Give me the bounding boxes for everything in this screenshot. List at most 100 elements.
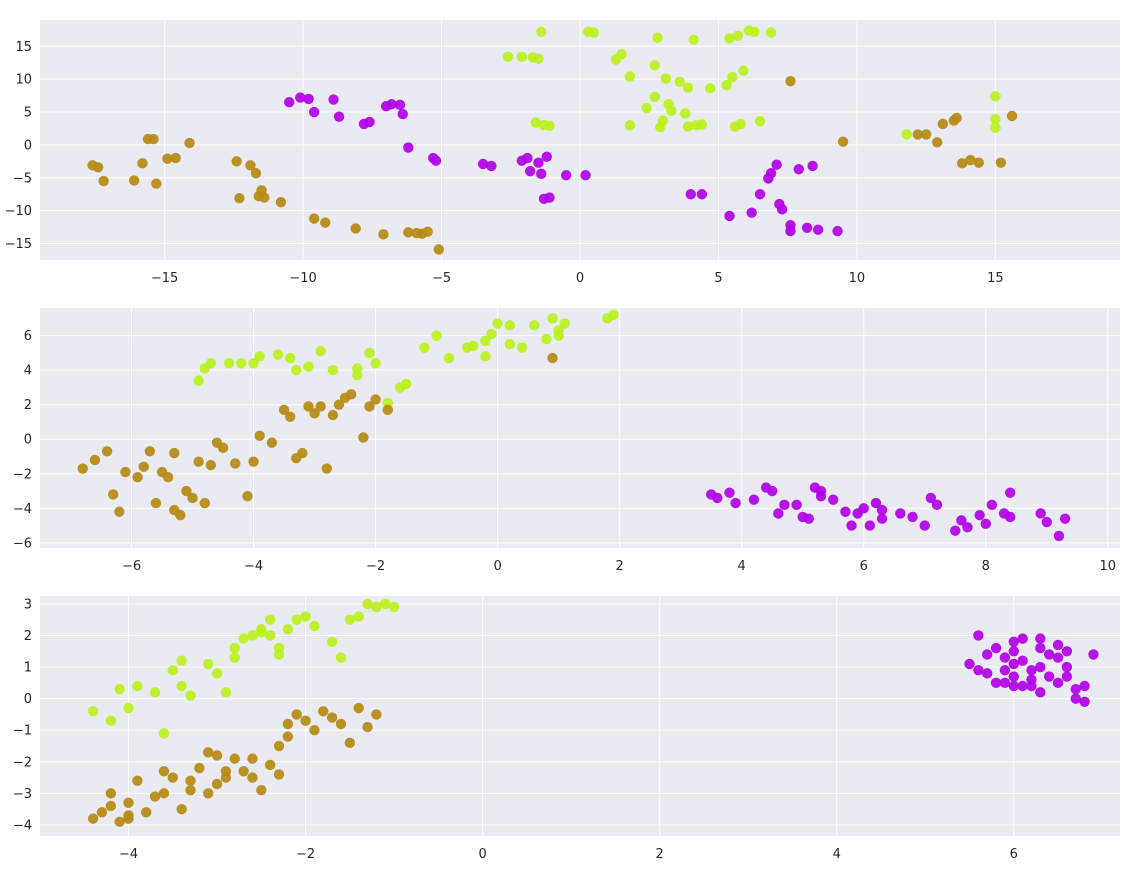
scatter-point xyxy=(732,30,744,41)
scatter-point xyxy=(1008,680,1019,692)
scatter-point xyxy=(616,48,627,60)
y-tick-label: 3 xyxy=(24,597,32,612)
scatter-point xyxy=(105,800,117,812)
scatter-point xyxy=(123,702,134,714)
scatter-point xyxy=(211,668,223,679)
scatter-point xyxy=(1079,696,1090,707)
scatter-point xyxy=(273,649,285,660)
scatter-point xyxy=(1041,516,1052,528)
scatter-point xyxy=(1035,642,1046,654)
scatter-point xyxy=(199,497,210,509)
scatter-point xyxy=(649,60,660,71)
scatter-point xyxy=(291,364,302,376)
scatter-point xyxy=(1052,652,1064,663)
x-tick-label: 10 xyxy=(849,271,866,286)
scatter-point xyxy=(89,454,101,466)
scatter-point xyxy=(1017,680,1028,692)
y-tick-label: 0 xyxy=(24,138,32,153)
scatter-point xyxy=(430,155,442,166)
scatter-point xyxy=(779,499,790,511)
scatter-point xyxy=(721,79,732,91)
scatter-point xyxy=(144,446,156,457)
scatter-point xyxy=(211,750,223,761)
scatter-point xyxy=(327,409,339,421)
scatter-point xyxy=(1008,671,1019,682)
scatter-point xyxy=(682,82,694,93)
scatter-point xyxy=(202,788,214,799)
scatter-point xyxy=(364,347,375,359)
scatter-point xyxy=(87,813,99,824)
scatter-point xyxy=(965,154,976,166)
scatter-point xyxy=(544,192,555,203)
y-tick-label: 10 xyxy=(15,73,32,88)
scatter-point xyxy=(801,222,813,233)
scatter-point xyxy=(431,330,442,341)
scatter-point xyxy=(419,342,430,353)
scatter-point xyxy=(149,687,161,698)
scatter-point xyxy=(352,363,363,374)
scatter-point xyxy=(256,785,267,796)
x-tick-label: −10 xyxy=(289,271,316,286)
scatter-point xyxy=(282,623,294,635)
scatter-point xyxy=(522,152,533,164)
scatter-point xyxy=(680,108,691,119)
scatter-point xyxy=(1043,649,1055,660)
scatter-point xyxy=(328,94,339,105)
scatter-point xyxy=(309,620,320,632)
scatter-point xyxy=(999,652,1011,663)
scatter-point xyxy=(205,358,217,369)
scatter-point xyxy=(560,169,572,181)
scatter-point xyxy=(291,709,302,720)
scatter-point xyxy=(912,129,924,140)
scatter-point xyxy=(220,772,232,783)
scatter-point xyxy=(149,791,161,802)
scatter-point xyxy=(730,497,741,509)
scatter-point xyxy=(754,189,766,200)
scatter-point xyxy=(1070,693,1081,704)
scatter-point xyxy=(282,731,294,742)
scatter-point xyxy=(397,108,408,120)
scatter-point xyxy=(547,352,558,364)
scatter-point xyxy=(956,158,968,169)
scatter-point xyxy=(350,223,361,234)
scatter-point xyxy=(1061,646,1073,657)
series-cluster-magenta xyxy=(964,630,1099,707)
scatter-point xyxy=(202,747,214,758)
scatter-point xyxy=(335,718,347,730)
scatter-point xyxy=(247,772,258,783)
y-tick-label: 6 xyxy=(24,329,32,344)
scatter-point xyxy=(973,665,984,676)
scatter-point xyxy=(278,404,290,416)
scatter-point xyxy=(167,665,178,676)
scatter-point xyxy=(588,27,600,38)
scatter-point xyxy=(1026,665,1037,676)
scatter-point xyxy=(248,358,259,369)
scatter-point xyxy=(422,226,433,237)
scatter-point xyxy=(273,740,285,752)
series-cluster-magenta xyxy=(705,482,1071,542)
scatter-panel-2: −6 −4 −2 0 2 4 6 8 10 −6 −4 −2 0 2 4 6 xyxy=(13,308,1120,574)
scatter-point xyxy=(318,706,329,717)
plot-area xyxy=(40,308,1120,548)
scatter-point xyxy=(158,728,170,739)
scatter-point xyxy=(433,244,444,255)
x-tick-label: −5 xyxy=(432,271,451,286)
scatter-point xyxy=(167,772,178,783)
scatter-point xyxy=(211,778,223,790)
scatter-point xyxy=(326,636,338,647)
scatter-point xyxy=(141,807,152,818)
scatter-point xyxy=(335,652,347,663)
scatter-point xyxy=(247,630,258,641)
y-tick-label: −1 xyxy=(13,724,32,739)
scatter-point xyxy=(291,614,302,625)
scatter-point xyxy=(1059,513,1071,524)
y-tick-label: −4 xyxy=(13,502,32,517)
scatter-point xyxy=(264,759,276,771)
scatter-point xyxy=(477,158,489,170)
scatter-point xyxy=(362,598,373,610)
scatter-point xyxy=(533,53,544,64)
scatter-point xyxy=(624,120,636,131)
scatter-point xyxy=(231,156,242,167)
scatter-point xyxy=(170,152,181,164)
scatter-point xyxy=(999,665,1011,676)
